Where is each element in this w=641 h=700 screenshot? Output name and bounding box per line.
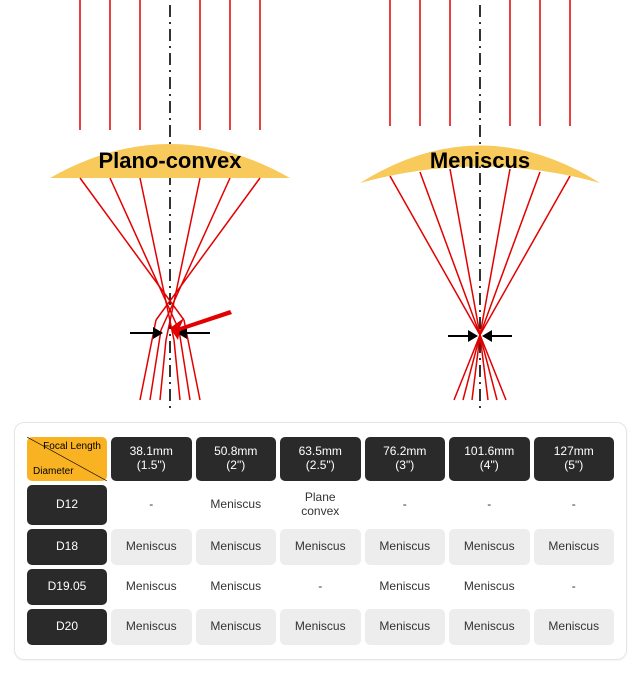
col-header: 127mm (5") xyxy=(534,437,615,481)
table-cell: Meniscus xyxy=(111,529,192,565)
table-cell: Meniscus xyxy=(365,569,446,605)
table-cell: Meniscus xyxy=(111,609,192,645)
row-header: D20 xyxy=(27,609,107,645)
col-in: (5") xyxy=(536,459,613,473)
col-header: 76.2mm (3") xyxy=(365,437,446,481)
col-mm: 50.8mm xyxy=(198,445,275,459)
table-cell: Meniscus xyxy=(196,529,277,565)
corner-label-focal: Focal Length xyxy=(43,441,101,453)
table-cell: - xyxy=(534,569,615,605)
col-header: 38.1mm (1.5") xyxy=(111,437,192,481)
lens-diagram-plano-convex: Plano-convex xyxy=(30,0,310,415)
col-header: 63.5mm (2.5") xyxy=(280,437,361,481)
col-mm: 76.2mm xyxy=(367,445,444,459)
table-cell: Meniscus xyxy=(449,609,530,645)
table-cell: Meniscus xyxy=(449,569,530,605)
col-in: (2") xyxy=(198,459,275,473)
table-cell: Meniscus xyxy=(365,529,446,565)
col-in: (2.5") xyxy=(282,459,359,473)
lens-label-plano-convex: Plano-convex xyxy=(30,148,310,174)
table-cell: Meniscus xyxy=(111,569,192,605)
table-cell: Meniscus xyxy=(449,529,530,565)
col-mm: 101.6mm xyxy=(451,445,528,459)
col-mm: 63.5mm xyxy=(282,445,359,459)
lens-diagram-meniscus: Meniscus xyxy=(340,0,620,415)
table-cell: - xyxy=(449,485,530,525)
table-cell: - xyxy=(111,485,192,525)
col-mm: 38.1mm xyxy=(113,445,190,459)
table-cell: Meniscus xyxy=(280,529,361,565)
table-cell: Meniscus xyxy=(365,609,446,645)
col-mm: 127mm xyxy=(536,445,613,459)
col-in: (1.5") xyxy=(113,459,190,473)
table-cell: - xyxy=(365,485,446,525)
corner-label-diameter: Diameter xyxy=(33,466,74,478)
lens-selection-table: Focal Length Diameter 38.1mm (1.5") 50.8… xyxy=(14,422,627,660)
table-cell: Meniscus xyxy=(534,609,615,645)
table-cell: Meniscus xyxy=(196,485,277,525)
col-in: (3") xyxy=(367,459,444,473)
row-header: D19.05 xyxy=(27,569,107,605)
table-cell: Meniscus xyxy=(534,529,615,565)
row-header: D18 xyxy=(27,529,107,565)
table-corner-header: Focal Length Diameter xyxy=(27,437,107,481)
table-cell: Meniscus xyxy=(280,609,361,645)
row-header: D12 xyxy=(27,485,107,525)
table-cell: Planeconvex xyxy=(280,485,361,525)
table-cell: - xyxy=(534,485,615,525)
diagram-area: Plano-convex xyxy=(0,0,641,415)
lens-label-meniscus: Meniscus xyxy=(340,148,620,174)
col-header: 50.8mm (2") xyxy=(196,437,277,481)
table-cell: Meniscus xyxy=(196,569,277,605)
table-cell: Meniscus xyxy=(196,609,277,645)
table-cell: - xyxy=(280,569,361,605)
col-header: 101.6mm (4") xyxy=(449,437,530,481)
col-in: (4") xyxy=(451,459,528,473)
